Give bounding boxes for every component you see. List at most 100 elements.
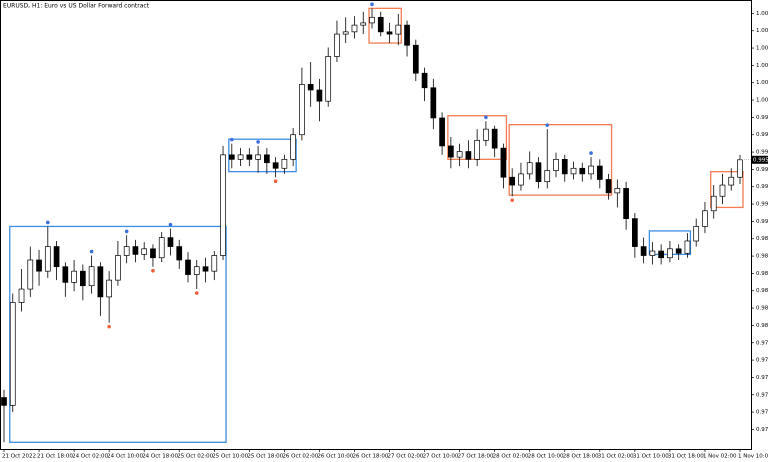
x-tick-label: 1 Nov 10:00 <box>738 454 768 460</box>
x-tick-label: 31 Oct 18:00 <box>668 454 704 460</box>
down-fractal <box>510 198 514 203</box>
up-fractal <box>370 2 374 7</box>
candle-body <box>316 89 323 102</box>
x-tick-label: 25 Oct 02:00 <box>177 454 213 460</box>
candle-body <box>710 195 717 212</box>
down-fractal <box>273 179 278 184</box>
candle-body <box>71 270 77 283</box>
candle-body <box>360 22 367 26</box>
candle-body <box>448 145 454 158</box>
candle-body <box>220 154 226 256</box>
candle-body <box>80 270 86 287</box>
candle-body <box>509 176 516 186</box>
down-fractal <box>107 324 111 329</box>
x-tick-label: 25 Oct 10:00 <box>212 454 248 460</box>
candle-body <box>684 240 691 254</box>
y-tick-label: 0.98560 <box>756 271 768 277</box>
candle-body <box>386 31 393 35</box>
y-tick-label: 0.99955 <box>756 115 768 121</box>
candle-body <box>500 147 507 178</box>
x-tick-label: 31 Oct 10:00 <box>633 454 669 460</box>
candle-body <box>465 151 472 160</box>
x-tick-label: 26 Oct 18:00 <box>352 454 388 460</box>
candle-body <box>1 397 7 406</box>
x-tick-label: 26 Oct 02:00 <box>282 454 318 460</box>
candle-body <box>27 259 34 290</box>
candle-body <box>281 158 288 169</box>
x-tick-label: 24 Oct 02:00 <box>72 454 108 460</box>
candle-body <box>596 165 603 180</box>
candle-body <box>167 237 174 247</box>
x-tick-label: 27 Oct 10:00 <box>423 454 459 460</box>
y-tick-label: 0.97940 <box>756 340 768 346</box>
last-price-label: 0.99576 <box>753 157 768 163</box>
x-tick-label: 31 Oct 02:00 <box>598 454 634 460</box>
up-fractal <box>484 115 488 120</box>
candle-body <box>290 134 296 160</box>
candle-body <box>421 72 428 89</box>
candle-body <box>649 250 656 256</box>
candle-body <box>115 255 121 281</box>
candle-body <box>395 24 402 35</box>
zone-box <box>228 138 297 173</box>
candle-body <box>272 162 279 169</box>
candle-body <box>561 158 568 175</box>
x-tick-label: 28 Oct 02:00 <box>493 454 529 460</box>
x-tick-label: 1 Nov 02:00 <box>703 454 737 460</box>
x-tick-label: 27 Oct 18:00 <box>458 454 494 460</box>
candle-body <box>412 44 419 74</box>
candle-body <box>526 162 533 175</box>
candle-body <box>570 167 577 175</box>
candle-body <box>693 226 700 242</box>
candle-body <box>588 165 594 175</box>
up-fractal <box>589 151 593 155</box>
y-tick-label: 0.97320 <box>756 410 768 416</box>
candle-body <box>342 31 349 35</box>
candle-body <box>53 246 60 268</box>
candle-body <box>623 188 629 219</box>
y-tick-label: 1.00575 <box>756 46 768 52</box>
candle-body <box>456 151 463 158</box>
candle-body <box>334 33 340 57</box>
zone-box <box>710 170 744 209</box>
candle-body <box>614 188 621 194</box>
candle-body <box>667 248 673 259</box>
y-tick-label: 0.98095 <box>756 323 768 329</box>
candle-body <box>632 218 638 247</box>
candle-body <box>430 87 437 119</box>
down-fractal <box>194 291 199 295</box>
up-fractal <box>124 229 129 234</box>
candle-body <box>737 159 743 178</box>
candle-body <box>719 184 726 197</box>
x-tick-label: 28 Oct 10:00 <box>528 454 564 460</box>
y-tick-label: 0.98405 <box>756 288 768 294</box>
candle-body <box>351 24 358 33</box>
x-tick-label: 26 Oct 10:00 <box>317 454 353 460</box>
y-tick-label: 0.99335 <box>756 184 768 190</box>
x-tick-label: 24 Oct 10:00 <box>107 454 143 460</box>
candle-body <box>246 154 253 160</box>
candle-body <box>640 246 647 256</box>
candle-body <box>491 128 498 149</box>
candle-body <box>325 56 332 102</box>
candle-body <box>228 154 235 160</box>
candle-body <box>97 266 104 298</box>
up-fractal <box>545 123 550 127</box>
candle-body <box>299 84 305 136</box>
candle-body <box>36 259 42 272</box>
last-price-box <box>752 155 768 164</box>
down-fractal <box>151 268 155 273</box>
y-tick-label: 1.00110 <box>756 98 768 104</box>
y-tick-label: 0.97630 <box>756 375 768 381</box>
zone-box <box>508 124 613 196</box>
candle-body <box>404 24 410 46</box>
candle-body <box>369 16 375 24</box>
chart-title: EURUSD, H1: Euro vs US Dollar Forward co… <box>3 3 150 10</box>
candle-body <box>44 246 51 272</box>
y-tick-label: 0.98870 <box>756 236 768 242</box>
candle-body <box>544 170 551 183</box>
candle-body <box>18 288 25 303</box>
candle-body <box>176 246 183 261</box>
candle-body <box>553 158 559 171</box>
candle-body <box>9 302 16 406</box>
